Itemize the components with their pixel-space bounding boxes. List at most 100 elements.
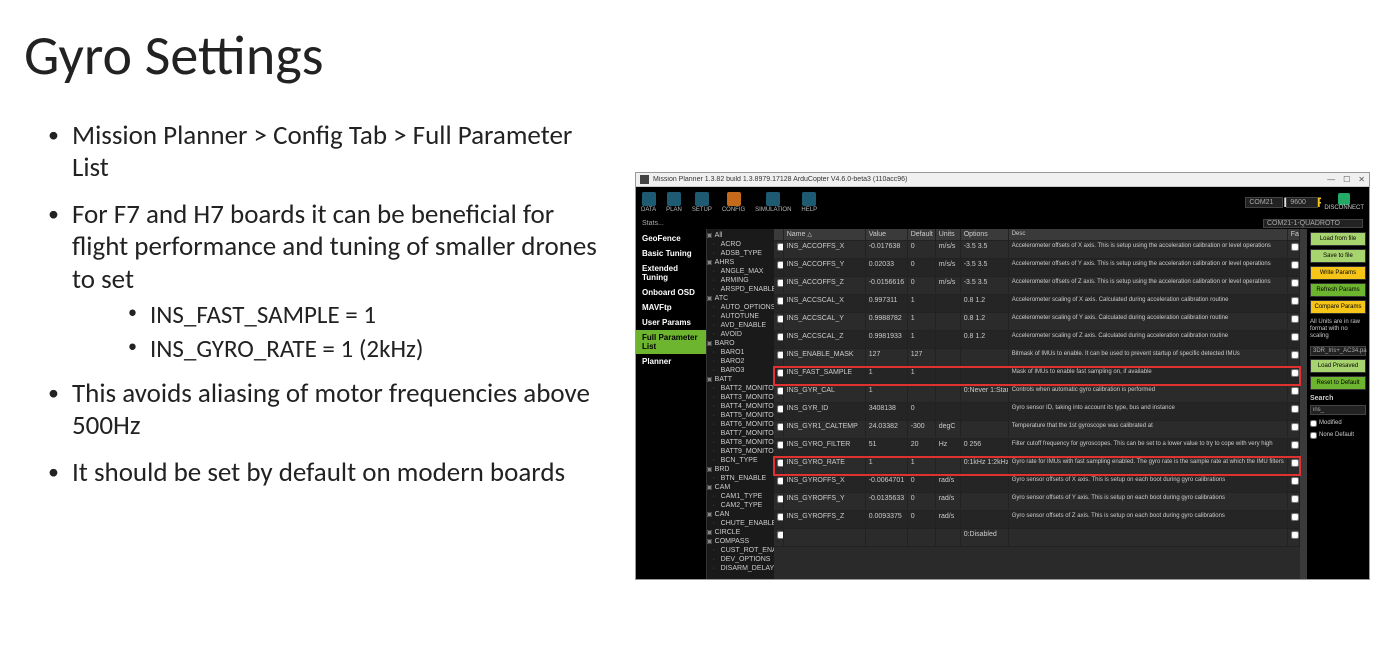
tree-node[interactable]: BATT2_MONITOR <box>707 384 774 393</box>
btn-reset[interactable]: Reset to Default <box>1310 376 1366 390</box>
preset-select[interactable]: 3DR_Iris+_AC34.pa <box>1310 346 1366 356</box>
row-check[interactable] <box>777 495 784 503</box>
tree-node[interactable]: ARMING <box>707 276 774 285</box>
tree-node[interactable]: CAM <box>707 483 774 492</box>
param-value[interactable]: 0.0093375 <box>866 511 908 529</box>
fav-check[interactable] <box>1291 261 1299 269</box>
nav-onboard-osd[interactable]: Onboard OSD <box>636 285 706 300</box>
fav-check[interactable] <box>1291 477 1299 485</box>
row-check[interactable] <box>777 351 784 359</box>
row-check[interactable] <box>777 261 784 269</box>
param-row[interactable]: INS_GYROFFS_X-0.00647010rad/sGyro sensor… <box>774 475 1300 493</box>
tree-node[interactable]: BRD <box>707 465 774 474</box>
tree-node[interactable]: BATT8_MONITOR <box>707 438 774 447</box>
tree-node[interactable]: BARO1 <box>707 348 774 357</box>
param-row[interactable]: INS_ACCOFFS_Z-0.01566160m/s/s-3.5 3.5Acc… <box>774 277 1300 295</box>
param-row[interactable]: INS_GYROFFS_Z0.00933750rad/sGyro sensor … <box>774 511 1300 529</box>
fav-check[interactable] <box>1291 495 1299 503</box>
row-check[interactable] <box>777 333 784 341</box>
nav-extended-tuning[interactable]: Extended Tuning <box>636 261 706 285</box>
toolbar-simulation[interactable]: SIMULATION <box>750 187 796 217</box>
tree-node[interactable]: CAM2_TYPE <box>707 501 774 510</box>
fav-check[interactable] <box>1291 333 1299 341</box>
fav-check[interactable] <box>1291 351 1299 359</box>
fav-check[interactable] <box>1291 531 1299 539</box>
tree-node[interactable]: ACRO <box>707 240 774 249</box>
row-check[interactable] <box>777 297 784 305</box>
nav-full-parameter-list[interactable]: Full Parameter List <box>636 330 706 354</box>
row-check[interactable] <box>777 531 784 539</box>
maximize-button[interactable]: ☐ <box>1343 175 1350 184</box>
fav-check[interactable] <box>1291 423 1299 431</box>
param-value[interactable]: 24.03382 <box>866 421 908 439</box>
row-check[interactable] <box>777 243 784 251</box>
col-header[interactable]: Default <box>908 229 936 241</box>
tree-node[interactable]: BATT4_MONITOR <box>707 402 774 411</box>
param-value[interactable] <box>866 529 908 547</box>
grid-scrollbar[interactable] <box>1300 229 1307 579</box>
row-check[interactable] <box>777 459 784 467</box>
tree-node[interactable]: BATT9_MONITOR <box>707 447 774 456</box>
tree-node[interactable]: AVOID <box>707 330 774 339</box>
tree-node[interactable]: BATT5_MONITOR <box>707 411 774 420</box>
toolbar-plan[interactable]: PLAN <box>661 187 687 217</box>
fav-check[interactable] <box>1291 315 1299 323</box>
nav-geofence[interactable]: GeoFence <box>636 231 706 246</box>
tree-node[interactable]: CUST_ROT_ENABLE <box>707 546 774 555</box>
grid-header[interactable]: NameValueDefaultUnitsOptionsDescFav <box>774 229 1300 241</box>
row-check[interactable] <box>777 369 784 377</box>
param-value[interactable]: 3408138 <box>866 403 908 421</box>
col-header[interactable]: Desc <box>1009 229 1288 241</box>
row-check[interactable] <box>777 279 784 287</box>
btn-refresh-params[interactable]: Refresh Params <box>1310 283 1366 297</box>
disconnect-button[interactable]: DISCONNECT <box>1321 191 1367 213</box>
row-check[interactable] <box>777 387 784 395</box>
tree-node[interactable]: BARO3 <box>707 366 774 375</box>
param-row[interactable]: INS_ACCSCAL_X0.99731110.8 1.2Acceleromet… <box>774 295 1300 313</box>
param-row[interactable]: INS_ENABLE_MASK127127Bitmask of IMUs to … <box>774 349 1300 367</box>
row-check[interactable] <box>777 513 784 521</box>
tree-node[interactable]: BARO <box>707 339 774 348</box>
filter-chk2[interactable]: None Default <box>1310 432 1366 439</box>
tree-node[interactable]: DEV_OPTIONS <box>707 555 774 564</box>
tree-node[interactable]: AHRS <box>707 258 774 267</box>
vehicle-select[interactable]: COM21-1-QUADROTO <box>1263 219 1363 228</box>
fav-check[interactable] <box>1291 513 1299 521</box>
param-row[interactable]: INS_ACCSCAL_Y0.998878210.8 1.2Accelerome… <box>774 313 1300 331</box>
col-header[interactable] <box>774 229 784 241</box>
tree-node[interactable]: AVD_ENABLE <box>707 321 774 330</box>
tree-node[interactable]: AUTOTUNE <box>707 312 774 321</box>
btn-compare-params[interactable]: Compare Params <box>1310 300 1366 314</box>
tree-node[interactable]: DISARM_DELAY <box>707 564 774 573</box>
col-header[interactable]: Units <box>936 229 961 241</box>
fav-check[interactable] <box>1291 405 1299 413</box>
toolbar-help[interactable]: HELP <box>796 187 822 217</box>
col-header[interactable]: Value <box>866 229 908 241</box>
tree-node[interactable]: BARO2 <box>707 357 774 366</box>
filter-chk1[interactable]: Modified <box>1310 420 1366 427</box>
tree-node[interactable]: CHUTE_ENABLED <box>707 519 774 528</box>
tree-node[interactable]: BATT7_MONITOR <box>707 429 774 438</box>
minimize-button[interactable]: — <box>1327 175 1335 184</box>
param-row[interactable]: INS_GYRO_FILTER5120Hz0 256Filter cutoff … <box>774 439 1300 457</box>
param-value[interactable]: 0.02033 <box>866 259 908 277</box>
nav-planner[interactable]: Planner <box>636 354 706 369</box>
param-row[interactable]: INS_ACCOFFS_X-0.0176380m/s/s-3.5 3.5Acce… <box>774 241 1300 259</box>
tree-node[interactable]: ADSB_TYPE <box>707 249 774 258</box>
param-value[interactable]: 1 <box>866 385 908 403</box>
fav-check[interactable] <box>1291 369 1299 377</box>
close-button[interactable]: ✕ <box>1358 175 1365 184</box>
param-row[interactable]: INS_GYROFFS_Y-0.01356330rad/sGyro sensor… <box>774 493 1300 511</box>
param-value[interactable]: 0.9981933 <box>866 331 908 349</box>
col-header[interactable]: Name <box>784 229 866 241</box>
fav-check[interactable] <box>1291 297 1299 305</box>
toolbar-setup[interactable]: SETUP <box>687 187 717 217</box>
fav-check[interactable] <box>1291 387 1299 395</box>
tree-node[interactable]: BATT6_MONITOR <box>707 420 774 429</box>
tree-node[interactable]: ATC <box>707 294 774 303</box>
param-value[interactable]: 51 <box>866 439 908 457</box>
fav-check[interactable] <box>1291 459 1299 467</box>
param-value[interactable]: 127 <box>866 349 908 367</box>
row-check[interactable] <box>777 405 784 413</box>
param-row[interactable]: INS_GYRO_RATE110:1kHz 1:2kHzGyro rate fo… <box>774 457 1300 475</box>
